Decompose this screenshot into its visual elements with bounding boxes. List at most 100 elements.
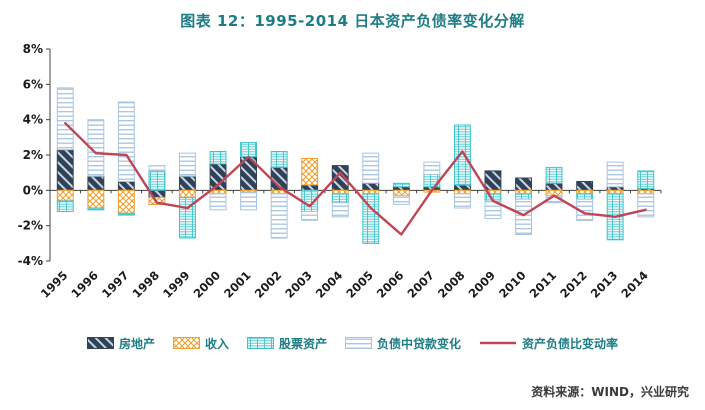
- chart-title: 图表 12：1995-2014 日本资产负债率变化分解: [180, 12, 525, 30]
- legend-swatch-icon: [86, 337, 114, 349]
- legend-label: 负债中贷款变化: [377, 336, 462, 351]
- bar-segment: [301, 211, 319, 221]
- bar-segment: [637, 193, 655, 218]
- bar-segment: [117, 189, 135, 214]
- bar-segment: [515, 189, 532, 195]
- bar-segment: [392, 182, 410, 188]
- bar-segment: [179, 189, 196, 198]
- bar-segment: [545, 166, 563, 184]
- chart-legend: 房地产 收入 股票资产 负债中贷款变化 资产负债比变动率: [0, 333, 705, 353]
- bar-segment: [392, 189, 410, 197]
- bar-segment: [362, 189, 380, 195]
- x-tick-label: 2007: [404, 268, 437, 301]
- x-tick-label: 2002: [252, 268, 285, 301]
- bar-segment: [606, 189, 624, 195]
- bar-segment: [454, 184, 471, 191]
- x-tick-label: 2014: [618, 268, 651, 301]
- y-tick-label: 6%: [23, 77, 43, 91]
- bar-segment: [637, 170, 655, 190]
- legend-item: 负债中贷款变化: [345, 335, 461, 352]
- bar-segment: [240, 191, 258, 211]
- bar-segment: [362, 182, 380, 191]
- bar-segment: [148, 165, 166, 172]
- y-tick-label: 2%: [23, 148, 43, 162]
- x-tick-label: 1998: [130, 268, 163, 301]
- bar-segment: [392, 186, 410, 191]
- x-tick-label: 2005: [343, 268, 376, 301]
- bar-segment: [576, 181, 594, 191]
- x-tick-labels: 1995199619971998199920002001200220032004…: [38, 268, 651, 301]
- legend-item: 资产负债比变动率: [479, 335, 618, 352]
- x-tick-label: 2011: [527, 268, 560, 301]
- bar-segment: [56, 200, 74, 212]
- bar-segment: [56, 149, 74, 191]
- x-tick-label: 1999: [160, 268, 193, 301]
- bar-segment: [87, 189, 105, 209]
- bar-segment: [87, 119, 105, 177]
- bar-segment: [240, 142, 258, 158]
- bar-segment: [576, 189, 594, 195]
- bar-series-group: [56, 87, 655, 244]
- bar-segment: [179, 152, 196, 177]
- x-tick-label: 2008: [435, 268, 468, 301]
- bar-segment: [576, 193, 594, 200]
- bar-segment: [87, 207, 105, 211]
- bar-segment: [179, 175, 196, 191]
- legend-label: 收入: [204, 336, 229, 351]
- bar-segment: [545, 182, 563, 191]
- legend-label: 资产负债比变动率: [522, 336, 619, 351]
- bar-segment: [606, 161, 624, 188]
- legend-swatch-icon: [345, 337, 372, 349]
- x-tick-label: 2003: [282, 268, 315, 301]
- bar-segment: [331, 193, 349, 204]
- bar-segment: [423, 161, 441, 176]
- bar-segment: [637, 189, 655, 195]
- bar-segment: [454, 193, 471, 209]
- bar-segment: [392, 195, 410, 205]
- bar-segment: [56, 87, 74, 151]
- bar-segment: [209, 189, 227, 195]
- y-tick-label: 4%: [23, 113, 43, 127]
- bar-segment: [331, 189, 349, 195]
- y-axis: 8% 6% 4% 2% 0% -2% -4%: [18, 42, 51, 268]
- bar-segment: [454, 124, 471, 186]
- bar-segment: [515, 193, 532, 200]
- x-tick-label: 2000: [191, 268, 224, 301]
- bar-segment: [56, 189, 74, 202]
- legend-item: 股票资产: [246, 335, 327, 352]
- bar-segment: [331, 202, 349, 218]
- legend-item: 房地产: [86, 335, 155, 352]
- bar-segment: [117, 212, 135, 216]
- bar-segment: [270, 193, 288, 239]
- x-tick-label: 2013: [588, 268, 621, 301]
- legend-swatch-icon: [246, 337, 274, 349]
- legend-label: 股票资产: [278, 336, 327, 351]
- x-tick-label: 1997: [99, 268, 132, 301]
- bar-segment: [117, 181, 135, 191]
- bar-segment: [209, 151, 227, 165]
- bar-segment: [454, 189, 471, 195]
- x-tick-label: 2006: [374, 268, 407, 301]
- bar-segment: [515, 198, 532, 235]
- bar-segment: [484, 170, 502, 191]
- bar-segment: [606, 186, 624, 191]
- x-tick-label: 2010: [496, 268, 529, 301]
- bar-segment: [148, 170, 166, 191]
- legend-item: 收入: [172, 335, 229, 352]
- x-tick-label: 2004: [313, 268, 346, 301]
- y-tick-label: -2%: [18, 219, 43, 233]
- x-tick-label: 2012: [557, 268, 590, 301]
- bar-segment: [301, 184, 319, 191]
- x-tick-label: 1996: [68, 268, 101, 301]
- bar-segment: [209, 193, 227, 211]
- x-tick-label: 2009: [466, 268, 499, 301]
- bar-segment: [117, 101, 135, 182]
- y-tick-label: 8%: [23, 42, 43, 56]
- bar-segment: [301, 158, 319, 186]
- legend-label: 房地产: [118, 336, 155, 351]
- x-tick-label: 1995: [38, 268, 71, 301]
- x-tick-label: 2001: [221, 268, 254, 301]
- bar-segment: [362, 152, 380, 184]
- bar-segment: [515, 177, 532, 191]
- y-tick-label: -4%: [18, 254, 43, 268]
